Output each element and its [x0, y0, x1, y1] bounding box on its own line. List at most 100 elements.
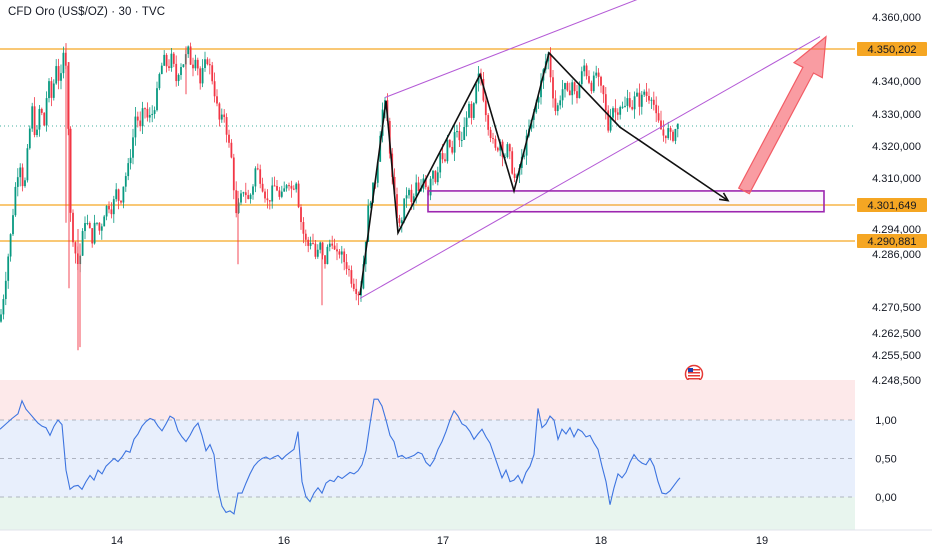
- candle-body: [448, 139, 451, 147]
- candle-body: [453, 132, 456, 153]
- candle-body: [105, 205, 108, 217]
- candle-body: [487, 115, 490, 130]
- candle-body: [288, 185, 290, 187]
- candle-body: [216, 96, 218, 104]
- price-tick-label: 4.360,000: [872, 12, 921, 24]
- indicator-tick-label: 0,00: [875, 492, 896, 504]
- candle-body: [446, 139, 449, 162]
- candle-body: [350, 270, 353, 284]
- candle-body: [580, 71, 583, 85]
- candle-body: [640, 94, 643, 107]
- candle-body: [328, 243, 331, 247]
- candle-body: [556, 105, 559, 112]
- candle-body: [496, 147, 499, 151]
- candle-body: [26, 148, 29, 181]
- candle-body: [189, 46, 192, 65]
- candle-body: [465, 117, 468, 127]
- candle-body: [249, 194, 252, 199]
- candle-body: [295, 183, 298, 190]
- candle-body: [631, 106, 634, 110]
- candle-body: [163, 54, 166, 66]
- candle-body: [672, 131, 674, 141]
- candle-body: [204, 59, 206, 69]
- candle-body: [439, 153, 442, 173]
- bullish-arrow-icon: [737, 35, 827, 195]
- candle-body: [532, 112, 535, 120]
- price-tick-label: 4.294,000: [872, 224, 921, 236]
- candle-body: [412, 196, 415, 203]
- candle-body: [585, 65, 588, 77]
- price-tick-label: 4.262,500: [872, 328, 921, 340]
- candle-body: [268, 200, 271, 202]
- candle-body: [235, 190, 238, 214]
- channel-line: [384, 0, 638, 98]
- candle-body: [276, 186, 278, 191]
- candle-body: [655, 104, 658, 114]
- candle-body: [213, 81, 216, 97]
- candle-body: [624, 105, 626, 107]
- candle-body: [470, 103, 473, 118]
- candle-body: [628, 98, 631, 107]
- candle-body: [345, 262, 348, 269]
- candle-body: [324, 255, 326, 265]
- price-tick-label: 4.320,000: [872, 141, 921, 153]
- candle-body: [616, 112, 619, 115]
- candle-body: [667, 128, 670, 139]
- candle-body: [340, 251, 343, 255]
- candle-body: [40, 108, 43, 113]
- candle-body: [636, 92, 638, 97]
- candle-body: [141, 108, 144, 127]
- candle-body: [588, 76, 590, 83]
- candle-body: [367, 205, 370, 242]
- candle-body: [540, 80, 542, 98]
- candle-body: [280, 191, 283, 197]
- candle-body: [146, 108, 149, 118]
- candle-body: [74, 242, 77, 254]
- candle-body: [4, 280, 7, 300]
- candle-body: [600, 76, 602, 86]
- candle-body: [410, 189, 413, 203]
- candle-body: [182, 64, 185, 68]
- candle-body: [108, 205, 110, 210]
- candle-body: [648, 95, 650, 101]
- candle-body: [669, 128, 672, 132]
- candle-body: [489, 129, 492, 139]
- candle-body: [43, 112, 46, 126]
- candle-body: [230, 142, 233, 158]
- time-axis: 14 16 17 18 19: [0, 529, 932, 547]
- candle-body: [393, 176, 396, 195]
- candle-body: [300, 207, 302, 223]
- candle-body: [444, 159, 446, 162]
- candle-body: [343, 251, 346, 263]
- candle-body: [475, 83, 478, 104]
- channel-line: [359, 36, 821, 299]
- candle-body: [165, 54, 168, 67]
- price-tick-label: 4.248,500: [872, 375, 921, 387]
- candle-body: [319, 242, 322, 250]
- candle-body: [451, 146, 454, 153]
- candle-body: [432, 170, 434, 179]
- oversold-zone: [0, 497, 855, 530]
- indicator-tick-label: 1,00: [875, 415, 896, 427]
- candle-body: [571, 82, 574, 96]
- candle-body: [21, 167, 24, 187]
- candle-body: [292, 188, 295, 190]
- price-axis: 4.360,000 4.340,000 4.330,000 4.320,000 4.31…: [855, 0, 932, 550]
- candle-body: [187, 46, 190, 55]
- candle-body: [398, 218, 401, 224]
- candle-body: [88, 222, 91, 229]
- candle-body: [259, 169, 262, 184]
- candle-body: [28, 128, 31, 149]
- candle-body: [208, 64, 211, 66]
- price-tick-label: 4.330,000: [872, 109, 921, 121]
- candle-body: [676, 123, 679, 129]
- candle-body: [525, 135, 528, 156]
- candle-body: [232, 157, 235, 191]
- candle-body: [93, 222, 96, 244]
- candle-body: [256, 168, 259, 170]
- time-tick-label: 19: [756, 535, 768, 547]
- candle-body: [62, 52, 65, 74]
- candle-body: [144, 108, 146, 110]
- candle-body: [506, 144, 509, 158]
